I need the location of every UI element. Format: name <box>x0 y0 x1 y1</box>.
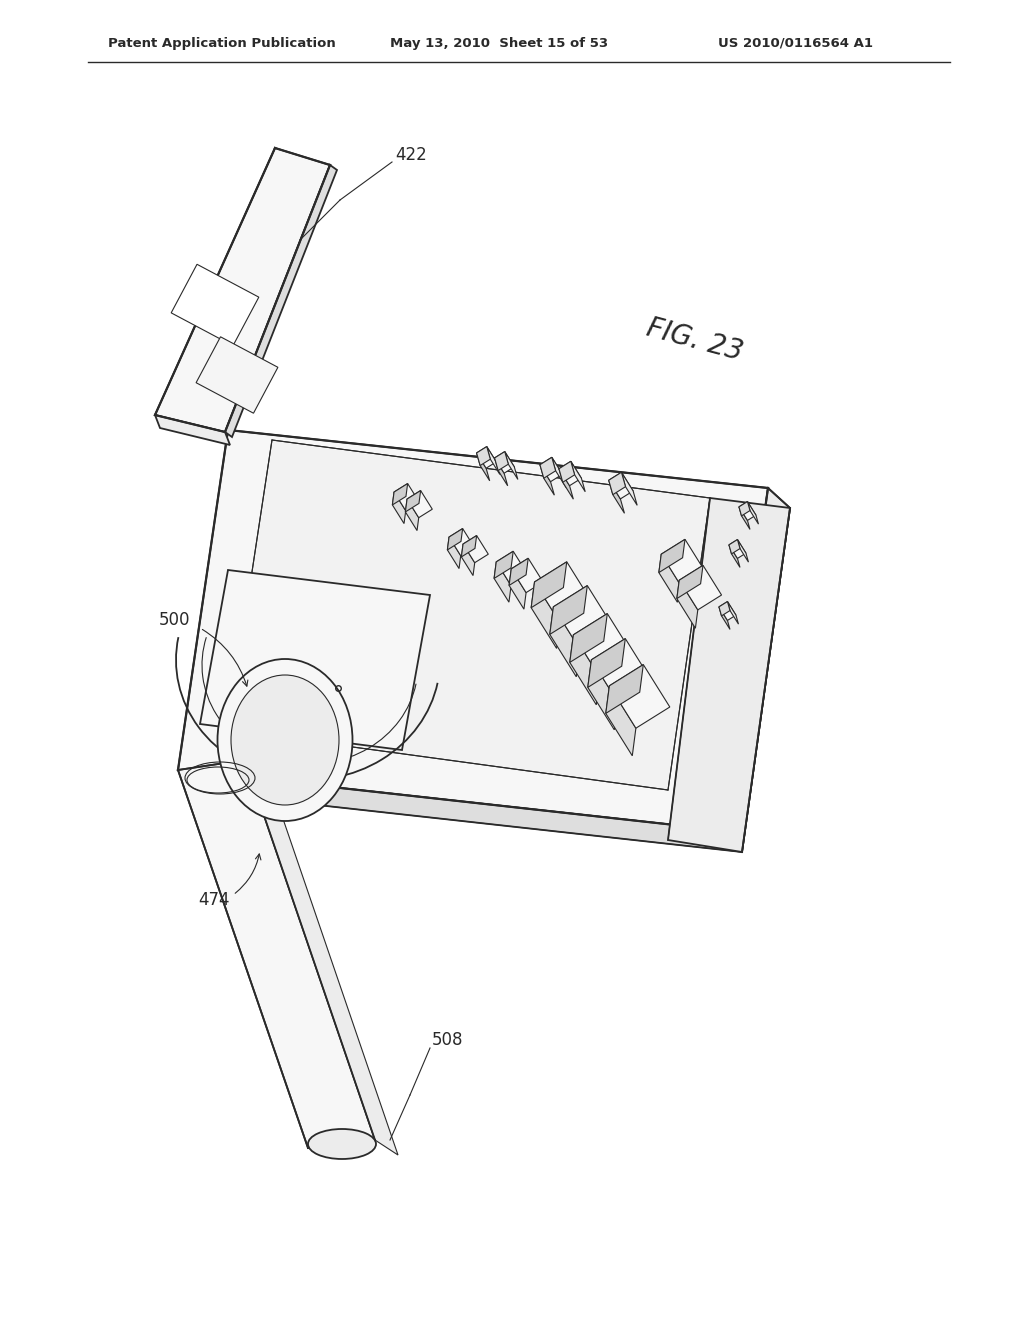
Polygon shape <box>178 760 375 1148</box>
Polygon shape <box>658 554 680 602</box>
Polygon shape <box>495 451 508 470</box>
Polygon shape <box>540 465 554 495</box>
Polygon shape <box>588 639 626 688</box>
Polygon shape <box>729 545 740 568</box>
Polygon shape <box>476 446 497 469</box>
Polygon shape <box>608 473 626 495</box>
Polygon shape <box>719 602 736 620</box>
Polygon shape <box>606 664 643 713</box>
Polygon shape <box>197 337 278 413</box>
Polygon shape <box>592 639 652 702</box>
Polygon shape <box>476 453 489 480</box>
Polygon shape <box>662 540 703 583</box>
Polygon shape <box>462 544 475 576</box>
Polygon shape <box>729 540 745 558</box>
Polygon shape <box>178 430 768 830</box>
Polygon shape <box>450 528 474 556</box>
Text: 500: 500 <box>159 611 190 630</box>
Polygon shape <box>569 614 607 663</box>
Polygon shape <box>463 536 488 562</box>
Ellipse shape <box>308 1129 376 1159</box>
Polygon shape <box>553 586 613 649</box>
Polygon shape <box>719 607 730 630</box>
Polygon shape <box>406 499 419 531</box>
Polygon shape <box>569 635 600 705</box>
Text: Patent Application Publication: Patent Application Publication <box>108 37 336 50</box>
Polygon shape <box>727 602 738 624</box>
Polygon shape <box>668 498 790 851</box>
Polygon shape <box>719 602 730 616</box>
Polygon shape <box>658 540 685 573</box>
Polygon shape <box>447 537 461 569</box>
Ellipse shape <box>231 675 339 805</box>
Text: 474: 474 <box>199 891 230 909</box>
Polygon shape <box>550 586 588 635</box>
Polygon shape <box>608 473 633 499</box>
Polygon shape <box>573 614 634 677</box>
Polygon shape <box>476 446 490 466</box>
Polygon shape <box>511 558 543 593</box>
Polygon shape <box>535 562 592 623</box>
Polygon shape <box>608 480 625 513</box>
Polygon shape <box>677 565 703 598</box>
Polygon shape <box>225 165 337 437</box>
Text: FIG. 23: FIG. 23 <box>644 314 746 366</box>
Polygon shape <box>606 686 636 756</box>
Polygon shape <box>505 451 518 479</box>
Polygon shape <box>739 502 756 520</box>
Polygon shape <box>679 565 722 610</box>
Ellipse shape <box>217 659 352 821</box>
Polygon shape <box>559 469 573 499</box>
Polygon shape <box>559 461 582 486</box>
Polygon shape <box>739 502 750 516</box>
Polygon shape <box>497 552 528 586</box>
Text: May 13, 2010  Sheet 15 of 53: May 13, 2010 Sheet 15 of 53 <box>390 37 608 50</box>
Polygon shape <box>531 562 566 607</box>
Polygon shape <box>509 558 528 586</box>
Polygon shape <box>509 569 526 609</box>
Polygon shape <box>729 540 740 554</box>
Polygon shape <box>720 488 790 851</box>
Polygon shape <box>392 492 406 524</box>
Polygon shape <box>245 760 398 1155</box>
Polygon shape <box>540 457 556 478</box>
Text: 508: 508 <box>432 1031 464 1049</box>
Polygon shape <box>200 570 430 750</box>
Polygon shape <box>570 461 586 492</box>
Polygon shape <box>609 664 670 729</box>
Polygon shape <box>588 660 617 730</box>
Text: US 2010/0116564 A1: US 2010/0116564 A1 <box>718 37 873 50</box>
Polygon shape <box>495 458 508 486</box>
Polygon shape <box>462 536 476 557</box>
Polygon shape <box>739 507 750 529</box>
Polygon shape <box>559 461 574 482</box>
Polygon shape <box>155 148 330 432</box>
Polygon shape <box>540 457 562 482</box>
Polygon shape <box>155 414 230 445</box>
Polygon shape <box>171 264 259 346</box>
Polygon shape <box>228 440 710 789</box>
Polygon shape <box>737 540 749 562</box>
Polygon shape <box>394 483 419 511</box>
Polygon shape <box>622 473 637 506</box>
Polygon shape <box>406 491 421 512</box>
Polygon shape <box>748 502 759 524</box>
Polygon shape <box>178 770 742 851</box>
Polygon shape <box>486 446 500 474</box>
Polygon shape <box>552 457 566 488</box>
Polygon shape <box>677 581 697 628</box>
Polygon shape <box>495 552 513 578</box>
Polygon shape <box>550 607 580 677</box>
Text: 422: 422 <box>395 147 427 164</box>
Polygon shape <box>447 528 463 550</box>
Polygon shape <box>408 491 432 517</box>
Polygon shape <box>495 562 511 602</box>
Polygon shape <box>531 582 560 648</box>
Polygon shape <box>392 483 408 506</box>
Polygon shape <box>495 451 514 473</box>
